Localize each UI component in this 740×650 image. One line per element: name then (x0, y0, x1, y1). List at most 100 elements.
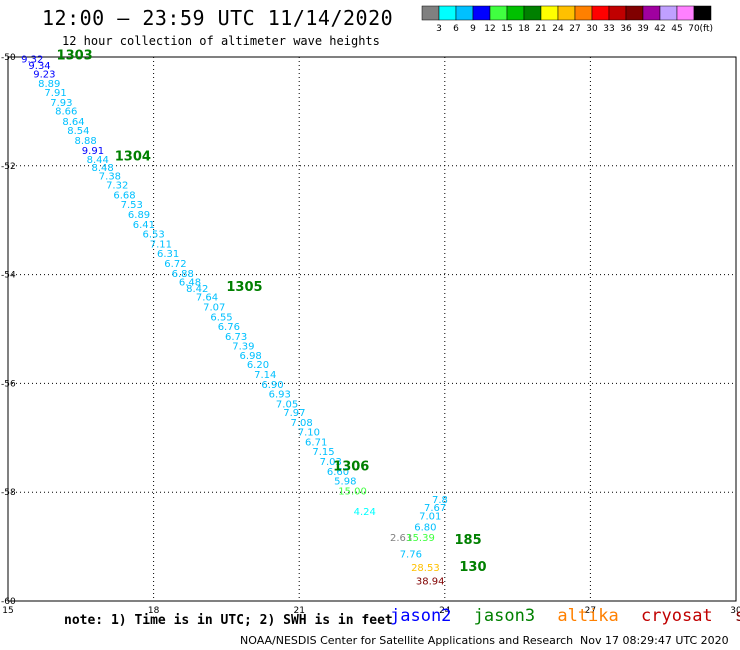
wave-height-point: 6.93 (269, 390, 291, 401)
pass-number-label: 1303 (57, 49, 93, 64)
x-tick-label: 15 (2, 606, 13, 616)
wave-height-point: 6.48 (179, 277, 201, 288)
wave-height-point: 7.38 (99, 171, 121, 182)
color-legend: 3 6 9 12 15 18 21 24 27 30 33 36 39 42 45 70 (ft) (421, 5, 713, 34)
legend-label: 30 (586, 24, 598, 34)
legend-label: 33 (603, 24, 614, 34)
legend-label: 42 (654, 24, 665, 34)
wave-height-point: 8.54 (67, 126, 89, 137)
legend-label: 6 (453, 24, 459, 34)
legend-label: 24 (552, 24, 564, 34)
wave-height-point: 6.60 (327, 467, 349, 478)
y-tick-label: -56 (1, 379, 16, 389)
wave-height-point: 7.67 (424, 503, 446, 514)
satellite-name: cryosat (641, 606, 713, 626)
wave-height-point: 7.05 (276, 399, 298, 410)
wave-height-point: 7.32 (106, 181, 128, 192)
legend-label: 70 (688, 24, 700, 34)
wave-height-point: 8.66 (55, 107, 77, 118)
wave-height-point: 6.68 (113, 190, 135, 201)
wave-height-point: 7.11 (150, 239, 172, 250)
y-tick-label: -50 (1, 53, 16, 63)
y-tick-label: -60 (1, 597, 16, 607)
legend-label: 15 (501, 24, 512, 34)
wave-height-point: 6.41 (133, 220, 155, 231)
y-tick-label: -58 (1, 488, 16, 498)
wave-height-point: 8.44 (87, 155, 109, 166)
page-title: 12:00 – 23:59 UTC 11/14/2020 (42, 6, 394, 30)
wave-height-point: 8.88 (75, 136, 97, 147)
satellite-name: s3a (735, 606, 740, 626)
wave-height-point: 7.76 (400, 549, 422, 560)
wave-height-point: 6.88 (172, 269, 194, 280)
wave-height-point: 8.48 (92, 163, 114, 174)
wave-height-point: 7.10 (298, 428, 320, 439)
satellite-legend: jason2 jason3 altika cryosat s3a (390, 606, 740, 626)
legend-label: 21 (535, 24, 546, 34)
pass-number-label: 130 (459, 560, 486, 575)
wave-height-point: 6.71 (305, 437, 327, 448)
wave-height-point: 7.53 (121, 200, 143, 211)
x-tick-label: 30 (730, 606, 740, 616)
wave-height-point: 6.72 (164, 259, 186, 270)
wave-height-point: 6.89 (128, 210, 150, 221)
footer-credit: NOAA/NESDIS Center for Satellite Applica… (240, 634, 574, 647)
legend-label: 36 (620, 24, 632, 34)
pass-number-label: 185 (455, 533, 482, 548)
legend-label: 39 (637, 24, 649, 34)
wave-height-point: 7.64 (196, 293, 218, 304)
page-subtitle: 12 hour collection of altimeter wave hei… (62, 34, 380, 48)
x-tick-label: 27 (585, 606, 596, 616)
x-tick-label: 18 (148, 606, 160, 616)
satellite-name: jason3 (473, 606, 536, 626)
wave-height-point: 7.8 (432, 495, 448, 506)
wave-height-point: 6.20 (247, 360, 269, 371)
wave-height-point: 15.00 (338, 486, 367, 497)
wave-height-point: 7.15 (312, 447, 334, 458)
wave-height-point: 7.93 (50, 98, 72, 109)
wave-height-point: 9.23 (33, 70, 55, 81)
wave-height-point: 9.91 (82, 146, 104, 157)
wave-height-point: 2.63 (390, 533, 412, 544)
plot-frame (7, 56, 737, 602)
legend-label: 9 (470, 24, 476, 34)
chart-note: note: 1) Time is in UTC; 2) SWH is in fe… (64, 613, 393, 628)
wave-height-point: 7.08 (290, 418, 312, 429)
wave-height-point: 7.14 (254, 370, 276, 381)
wave-height-point: 6.55 (210, 312, 232, 323)
wave-height-point: 5.98 (334, 477, 356, 488)
x-tick-label: 21 (293, 606, 304, 616)
wave-height-point: 7.03 (320, 457, 342, 468)
wave-height-point: 9.34 (28, 61, 50, 72)
pass-number-label: 1304 (115, 149, 151, 164)
wave-height-point: 6.53 (142, 230, 164, 241)
pass-number-label: 1306 (333, 459, 369, 474)
wave-height-point: 4.24 (354, 507, 376, 518)
wave-height-point: 6.80 (414, 522, 436, 533)
legend-label: 3 (436, 24, 442, 34)
legend-label: 12 (484, 24, 495, 34)
wave-height-point: 38.94 (416, 577, 445, 588)
wave-height-point: 8.64 (62, 117, 84, 128)
satellite-name: jason2 (390, 606, 452, 626)
wave-height-point: 7.91 (44, 88, 66, 99)
wave-height-point: 7.97 (283, 408, 305, 419)
wave-height-point: 6.90 (261, 380, 283, 391)
wave-height-point: 8.89 (38, 79, 60, 90)
y-tick-label: -52 (1, 162, 16, 172)
legend-swatch (693, 5, 712, 21)
legend-label: 27 (569, 24, 580, 34)
wave-height-point: 6.76 (218, 322, 240, 333)
satellite-name: altika (557, 606, 619, 626)
pass-number-label: 1305 (226, 280, 262, 295)
wave-height-point: 28.53 (411, 563, 440, 574)
wave-height-point: 6.98 (240, 351, 262, 362)
legend-label: 18 (518, 24, 530, 34)
wave-height-point: 7.01 (419, 511, 441, 522)
wave-height-point: 15.39 (406, 533, 435, 544)
wave-height-point: 6.73 (225, 332, 247, 343)
x-tick-label: 24 (439, 606, 451, 616)
legend-unit: (ft) (699, 24, 713, 34)
wave-height-point: 8.42 (186, 284, 208, 295)
